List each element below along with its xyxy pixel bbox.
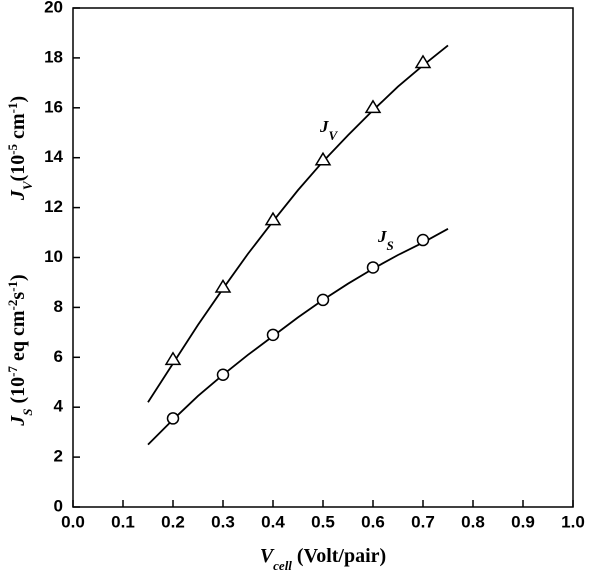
- annotation-part: S: [387, 238, 394, 253]
- x-tick-label: 0.0: [61, 512, 85, 531]
- triangle-marker: [314, 151, 332, 166]
- y-tick-label: 20: [44, 0, 63, 16]
- y-tick-label: 16: [44, 97, 63, 116]
- x-tick-label: 0.9: [511, 512, 535, 531]
- x-tick-label: 0.7: [411, 512, 435, 531]
- y-tick-label: 4: [54, 397, 64, 416]
- circle-marker: [266, 328, 280, 342]
- y-tick-label: 10: [44, 247, 63, 266]
- x-tick-label: 0.8: [461, 512, 485, 531]
- y-axis-label-part: J: [7, 415, 29, 427]
- x-axis-label-part: cell: [273, 558, 292, 570]
- triangle-marker: [264, 211, 282, 226]
- y-axis-label-part: -1: [5, 103, 20, 114]
- y-tick-label: 14: [44, 147, 63, 166]
- y-tick-label: 18: [44, 47, 63, 66]
- x-tick-label: 0.4: [261, 512, 285, 531]
- y-axis-label-part: s: [7, 292, 29, 300]
- y-axis-label-part: eq cm: [7, 310, 29, 366]
- circle-marker: [216, 368, 230, 382]
- x-tick-label: 0.1: [111, 512, 135, 531]
- y-axis-label-part: -7: [5, 365, 20, 376]
- x-axis-label: Vcell (Volt/pair): [260, 545, 386, 570]
- x-tick-label: 1.0: [561, 512, 585, 531]
- circle-marker: [316, 293, 330, 307]
- y-axis-label-part: J: [7, 189, 29, 201]
- y-axis-label: JS (10-7 eq cm-2s-1): [5, 274, 35, 426]
- annotation-part: J: [319, 117, 329, 136]
- y-axis-label-part: cm: [7, 113, 29, 144]
- y-axis-label-part: (10: [7, 155, 29, 182]
- x-tick-label: 0.3: [211, 512, 235, 531]
- circle-marker: [166, 412, 180, 425]
- y-tick-label: 6: [54, 347, 63, 366]
- triangle-marker: [164, 351, 182, 366]
- plot-frame: [72, 7, 574, 508]
- triangle-marker: [364, 99, 382, 114]
- y-axis-label-part: -5: [5, 143, 20, 154]
- triangle-marker: [414, 54, 432, 69]
- y-tick-label: 12: [44, 197, 63, 216]
- annotation: JV: [319, 117, 339, 143]
- y-axis-label: JV(10-5 cm-1): [5, 96, 35, 201]
- y-axis-label-part: ): [7, 96, 29, 103]
- fit-curve: [147, 44, 449, 403]
- annotation-part: V: [329, 128, 339, 143]
- triangle-marker: [214, 278, 232, 293]
- y-axis-label-part: S: [20, 408, 35, 415]
- y-tick-label: 0: [54, 496, 63, 515]
- y-tick-label: 8: [54, 297, 63, 316]
- x-tick-label: 0.5: [311, 512, 335, 531]
- fit-curve: [147, 228, 449, 446]
- annotation: JS: [377, 227, 394, 253]
- y-axis-label-part: -2: [5, 300, 20, 311]
- x-tick-label: 0.2: [161, 512, 185, 531]
- y-axis-label-part: V: [20, 180, 35, 190]
- y-axis-label-part: ): [7, 274, 29, 281]
- x-axis-label-part: (Volt/pair): [292, 545, 386, 567]
- circle-marker: [366, 261, 380, 274]
- y-tick-label: 2: [54, 447, 63, 466]
- x-axis-label-part: V: [260, 545, 275, 567]
- circle-marker: [416, 233, 430, 247]
- annotation-part: J: [377, 227, 387, 246]
- x-tick-label: 0.6: [361, 512, 385, 531]
- y-axis-label-part: (10: [7, 377, 29, 409]
- y-axis-label-part: -1: [5, 281, 20, 292]
